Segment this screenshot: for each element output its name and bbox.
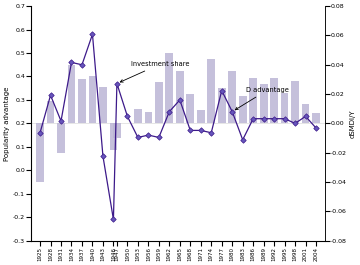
Bar — [99, 87, 107, 123]
Bar — [291, 81, 299, 123]
Bar — [239, 96, 247, 123]
Bar — [260, 84, 267, 123]
Text: Investment share: Investment share — [120, 61, 189, 82]
Bar — [155, 82, 163, 123]
Bar — [68, 65, 75, 123]
Bar — [281, 92, 288, 123]
Bar — [207, 59, 215, 123]
Text: D advantage: D advantage — [235, 87, 289, 110]
Bar — [166, 53, 173, 123]
Bar — [144, 112, 152, 123]
Bar — [218, 88, 226, 123]
Bar — [134, 109, 142, 123]
Y-axis label: Popularity advantage: Popularity advantage — [4, 86, 10, 161]
Bar — [186, 94, 194, 123]
Bar — [270, 78, 278, 123]
Bar — [312, 113, 320, 123]
Bar — [89, 77, 96, 123]
Bar — [197, 110, 204, 123]
Bar — [36, 123, 44, 182]
Bar — [249, 78, 257, 123]
Bar — [176, 71, 184, 123]
Bar — [109, 123, 117, 150]
Y-axis label: dSMDI/Y: dSMDI/Y — [350, 109, 356, 138]
Bar — [47, 101, 54, 123]
Bar — [302, 104, 310, 123]
Bar — [113, 123, 121, 138]
Bar — [78, 80, 86, 123]
Bar — [228, 71, 236, 123]
Bar — [57, 123, 65, 153]
